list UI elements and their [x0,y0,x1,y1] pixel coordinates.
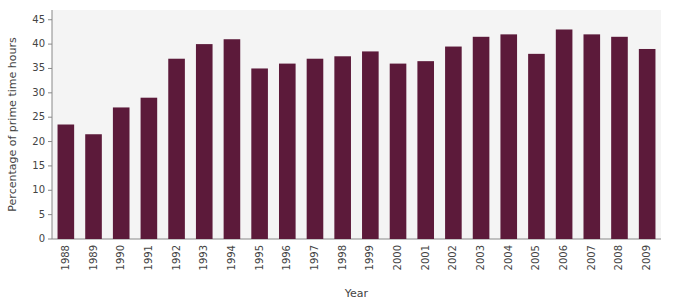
x-tick-label: 2007 [586,245,597,270]
y-tick [48,165,52,166]
bar [279,64,296,239]
bar [113,107,130,239]
y-tick [48,44,52,45]
x-tick-label: 1994 [226,245,237,270]
x-tick-label: 1995 [254,245,265,270]
bar [417,61,434,239]
x-tick-label: 1989 [88,245,99,270]
bar [196,44,213,239]
y-tick [48,92,52,93]
bar [528,54,545,239]
bar [141,98,158,239]
x-tick-label: 2009 [641,245,652,270]
y-axis-label: Percentage of prime time hours [6,37,19,212]
x-tick-label: 2008 [613,245,624,270]
bar [556,29,573,239]
x-tick-label: 1996 [281,245,292,270]
bar [251,68,268,239]
y-tick [48,68,52,69]
chart-container: 0510152025303540451988198919901991199219… [0,0,673,303]
y-tick-label: 25 [32,111,45,122]
y-tick [48,117,52,118]
x-tick-label: 2004 [503,245,514,270]
bar [224,39,241,239]
x-tick-label: 1991 [143,245,154,270]
y-tick [48,190,52,191]
x-axis: 1988 1989 1990 1991 1992 1993 1994 1995 1996 1997… [60,245,652,270]
bar [390,64,407,239]
x-tick-label: 2006 [558,245,569,270]
bar [500,34,517,239]
x-tick-label: 1998 [337,245,348,270]
bars [58,29,656,239]
y-tick [48,239,52,240]
y-tick-label: 10 [32,184,45,195]
bar [639,49,656,239]
x-tick-label: 2001 [420,245,431,270]
bar [611,37,628,239]
x-tick-label: 1993 [198,245,209,270]
bar [307,59,324,239]
bar [583,34,600,239]
y-tick-label: 20 [32,136,45,147]
y-tick [48,141,52,142]
y-tick-label: 30 [32,87,45,98]
y-tick-label: 40 [32,38,45,49]
x-tick-label: 1990 [115,245,126,270]
x-axis-label: Year [344,287,369,300]
bar [85,134,102,239]
y-tick-label: 45 [32,14,45,25]
y-tick-label: 35 [32,62,45,73]
x-tick-label: 2005 [530,245,541,270]
bar [58,125,75,240]
bar [445,47,462,239]
y-tick-label: 15 [32,160,45,171]
x-tick-label: 2003 [475,245,486,270]
bar [168,59,185,239]
y-tick-label: 5 [39,209,45,220]
y-axis: 0 5 10 15 20 25 30 35 40 45 [32,10,661,244]
plot-background [52,10,661,239]
y-axis-line [52,10,53,239]
bar [473,37,490,239]
x-tick-label: 1988 [60,245,71,270]
bar [362,51,379,239]
x-tick-label: 1992 [171,245,182,270]
x-tick-label: 2000 [392,245,403,270]
y-tick-label: 0 [39,233,45,244]
page: {"chart_data": {"type": "bar", "categori… [0,0,673,303]
y-tick [48,19,52,20]
y-tick [48,214,52,215]
bar [334,56,351,239]
chart-svg: 0510152025303540451988198919901991199219… [0,0,673,303]
x-tick-label: 1999 [364,245,375,270]
x-tick-label: 1997 [309,245,320,270]
x-tick-label: 2002 [447,245,458,270]
